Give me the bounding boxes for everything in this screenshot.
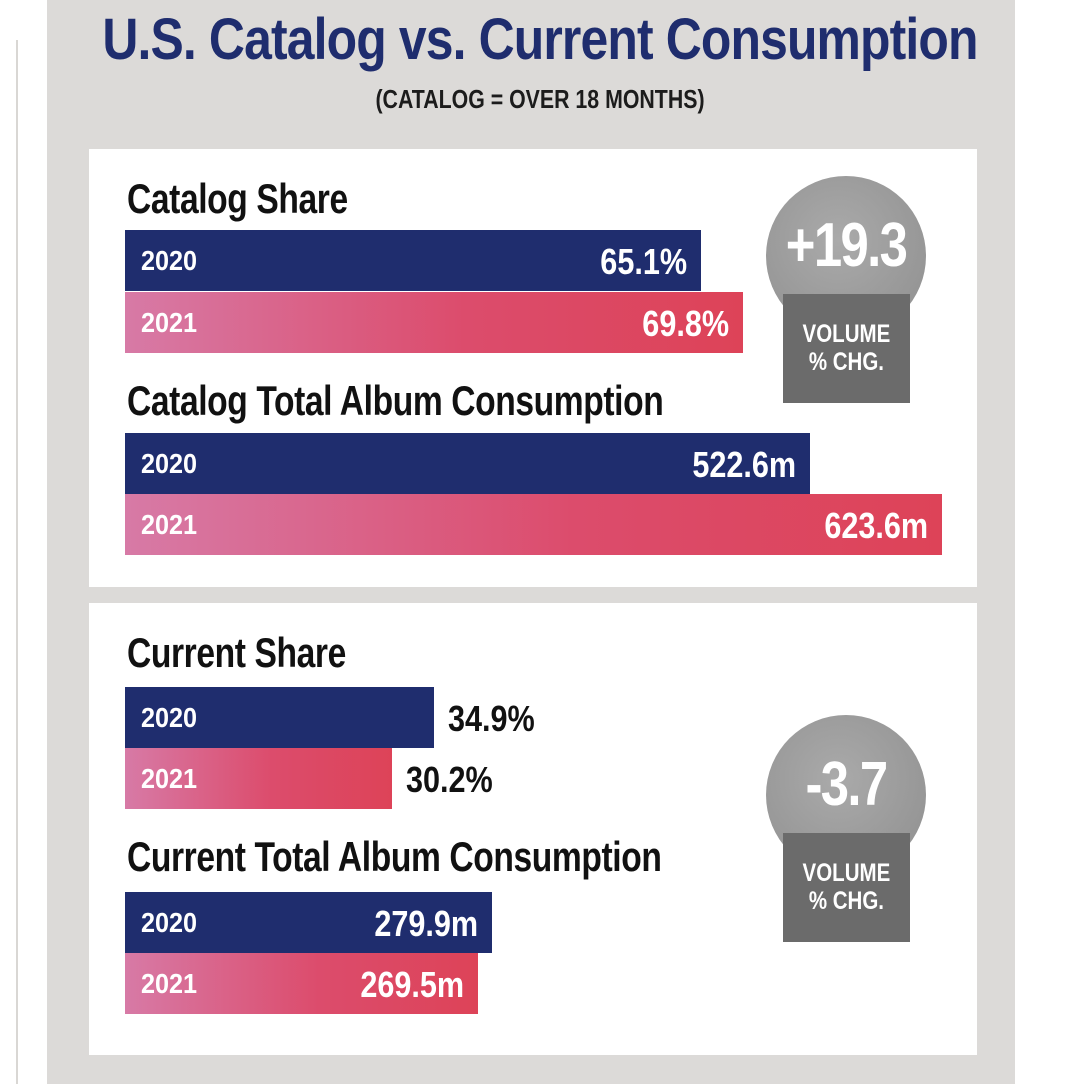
catalog-share-bar-2020: 2020 65.1% [125, 230, 701, 291]
bar-value-label: 65.1% [600, 241, 687, 282]
bar-value-label: 34.9% [448, 698, 535, 739]
bar-year-label: 2020 [141, 448, 198, 479]
current-consumption-bar-2020: 2020 279.9m [125, 892, 492, 953]
infographic-title: U.S. Catalog vs. Current Consumption [102, 7, 978, 72]
current-consumption-title: Current Total Album Consumption [127, 833, 662, 880]
badge-label-box: VOLUME % CHG. [783, 294, 910, 403]
catalog-consumption-title: Catalog Total Album Consumption [127, 377, 664, 424]
bar-value-label: 30.2% [406, 759, 493, 800]
badge-value: +19.3 [785, 211, 908, 280]
current-share-bar-2020: 2020 34.9% [125, 687, 535, 748]
bar-value-label: 69.8% [642, 303, 729, 344]
bar-year-label: 2021 [141, 763, 198, 794]
catalog-consumption-bar-2021: 2021 623.6m [125, 494, 942, 555]
catalog-consumption-bar-2020: 2020 522.6m [125, 433, 810, 494]
bar-value-label: 623.6m [824, 505, 928, 546]
bar-value-label: 279.9m [374, 903, 478, 944]
badge-value: -3.7 [805, 750, 888, 819]
badge-label: VOLUME % CHG. [794, 320, 898, 376]
catalog-share-bar-2021: 2021 69.8% [125, 292, 743, 353]
catalog-share-title: Catalog Share [127, 175, 348, 222]
badge-label-line1: VOLUME [802, 320, 891, 348]
catalog-volume-change-badge: +19.3 VOLUME % CHG. [766, 176, 926, 406]
bar-year-label: 2020 [141, 907, 198, 938]
catalog-panel: Catalog Share 2020 65.1% 2021 69.8% Cata… [89, 149, 977, 587]
bar-year-label: 2021 [141, 509, 198, 540]
bar-year-label: 2020 [141, 702, 198, 733]
current-share-bar-2021: 2021 30.2% [125, 748, 493, 809]
badge-label: VOLUME % CHG. [794, 859, 898, 915]
bar-value-label: 269.5m [360, 964, 464, 1005]
bar-year-label: 2021 [141, 968, 198, 999]
current-panel: Current Share 2020 34.9% 2021 30.2% Curr… [89, 603, 977, 1055]
badge-label-line2: % CHG. [808, 887, 885, 915]
current-volume-change-badge: -3.7 VOLUME % CHG. [766, 715, 926, 945]
infographic-subtitle: (CATALOG = OVER 18 MONTHS) [375, 84, 705, 114]
current-share-title: Current Share [127, 629, 346, 676]
badge-label-line1: VOLUME [802, 859, 891, 887]
bar-year-label: 2021 [141, 307, 198, 338]
page-edge-line [16, 40, 18, 1084]
badge-label-line2: % CHG. [808, 348, 885, 376]
badge-label-box: VOLUME % CHG. [783, 833, 910, 942]
current-consumption-bar-2021: 2021 269.5m [125, 953, 478, 1014]
bar-value-label: 522.6m [692, 444, 796, 485]
bar-year-label: 2020 [141, 245, 198, 276]
